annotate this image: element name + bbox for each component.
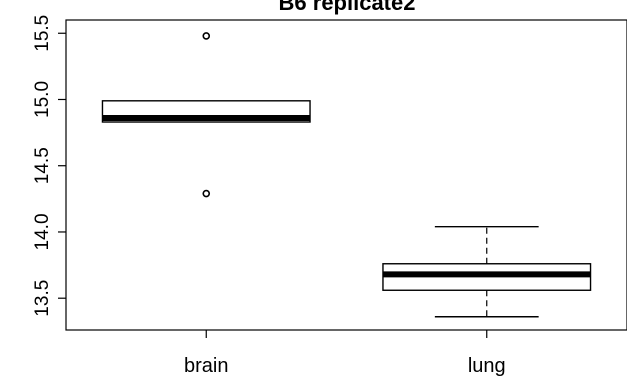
- y-tick-label: 15.0: [32, 81, 53, 118]
- x-tick-label-brain: brain: [184, 355, 228, 377]
- y-tick-label: 14.5: [32, 147, 53, 184]
- y-axis: 13.5 14.0 14.5 15.0 15.5: [32, 15, 66, 317]
- chart-title: B6 replicate2: [279, 0, 416, 15]
- x-tick-label-lung: lung: [468, 355, 506, 377]
- plot-frame: [65, 19, 627, 331]
- x-axis: brain lung: [184, 330, 506, 377]
- box-brain: [101, 32, 311, 198]
- y-tick-label: 13.5: [32, 280, 53, 317]
- outlier-point: [202, 189, 211, 198]
- box-lung: [382, 225, 592, 318]
- y-tick-label: 15.5: [32, 15, 53, 52]
- outlier-point: [202, 32, 211, 40]
- y-tick-label: 14.0: [32, 213, 53, 250]
- boxes-group: [101, 32, 592, 318]
